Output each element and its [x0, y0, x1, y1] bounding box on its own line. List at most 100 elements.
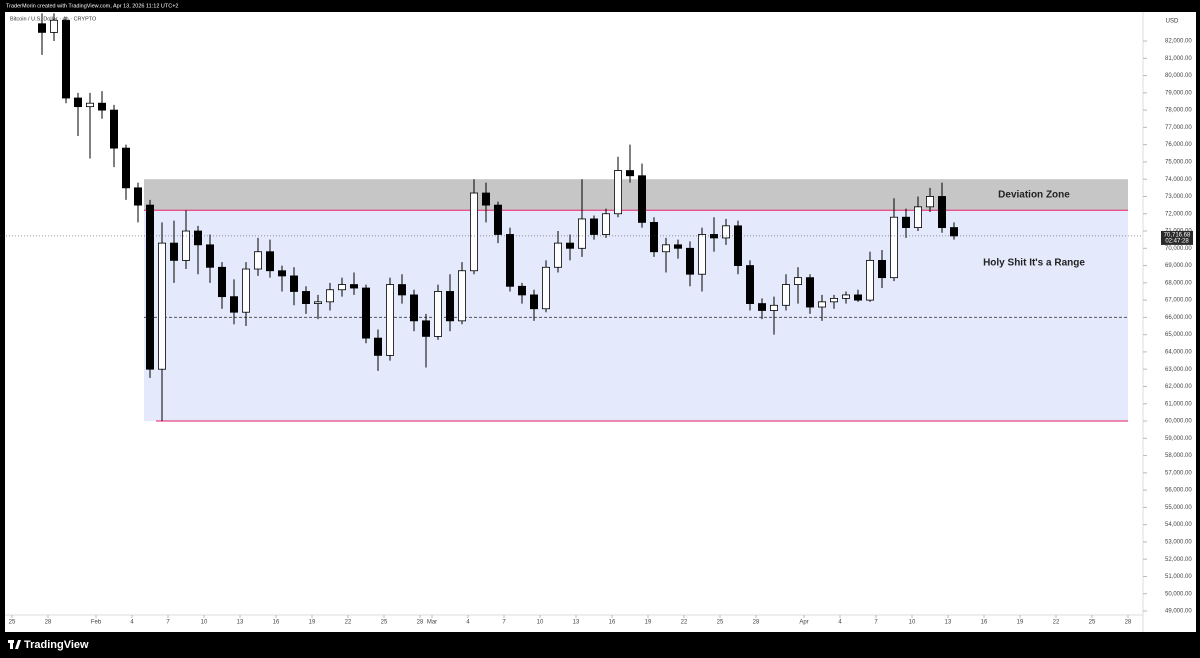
- x-tick-label: 13: [573, 620, 580, 626]
- y-tick-label: 55,000.00: [1165, 505, 1192, 511]
- y-tick-label: 54,000.00: [1165, 522, 1192, 528]
- y-tick-label: 67,000.00: [1165, 298, 1192, 304]
- currency: USD: [1166, 19, 1179, 25]
- x-tick-label: 22: [681, 620, 688, 626]
- x-tick-label: 25: [717, 620, 724, 626]
- candle-body: [518, 285, 527, 296]
- y-tick-label: 69,000.00: [1165, 263, 1192, 269]
- candle-body: [902, 216, 911, 228]
- candle-body: [110, 109, 119, 149]
- candle-body: [98, 102, 107, 111]
- logo-shape: [15, 640, 21, 649]
- x-tick-label: 7: [502, 620, 506, 626]
- x-tick-label: 22: [345, 620, 352, 626]
- candle-body: [181, 230, 190, 261]
- x-tick-label: 10: [909, 620, 916, 626]
- y-tick-label: 56,000.00: [1165, 488, 1192, 494]
- candle-body: [722, 225, 731, 239]
- y-tick-label: 82,000.00: [1165, 39, 1192, 45]
- y-tick-label: 58,000.00: [1165, 453, 1192, 459]
- y-tick-label: 62,000.00: [1165, 384, 1192, 390]
- x-tick-label: Mar: [427, 620, 437, 626]
- y-tick-label: 51,000.00: [1165, 574, 1192, 580]
- x-tick-label: 10: [201, 620, 208, 626]
- candle-body: [301, 291, 310, 304]
- candle-body: [133, 187, 142, 206]
- candle-body: [842, 294, 851, 299]
- x-tick-label: 4: [838, 620, 842, 626]
- y-tick-label: 78,000.00: [1165, 108, 1192, 114]
- candle-body: [926, 196, 935, 208]
- y-tick-label: 49,000.00: [1165, 609, 1192, 615]
- candle-body: [409, 294, 418, 322]
- x-tick-label: 16: [273, 620, 280, 626]
- x-tick-label: 4: [466, 620, 470, 626]
- tradingview-logo: TradingView: [8, 639, 89, 651]
- x-tick-label: Feb: [91, 620, 102, 626]
- candle-body: [746, 265, 755, 304]
- candle-body: [806, 277, 815, 308]
- candle-body: [650, 221, 659, 253]
- last-price-tag: [1161, 230, 1193, 245]
- candle-body: [818, 301, 827, 308]
- y-tick-label: 66,000.00: [1165, 315, 1192, 321]
- candle-body: [217, 266, 226, 298]
- y-tick-label: 61,000.00: [1165, 401, 1192, 407]
- candle-body: [74, 97, 83, 108]
- zone: [144, 210, 1128, 422]
- x-tick-label: 4: [130, 620, 134, 626]
- y-tick-label: 81,000.00: [1165, 56, 1192, 62]
- candle-body: [614, 170, 623, 215]
- candle-body: [878, 259, 887, 279]
- x-tick-label: 16: [981, 620, 988, 626]
- x-tick-label: 7: [874, 620, 878, 626]
- candle-body: [698, 234, 707, 275]
- candle-body: [229, 296, 238, 313]
- candle-body: [265, 251, 274, 272]
- y-tick-label: 76,000.00: [1165, 142, 1192, 148]
- x-tick-label: 7: [166, 620, 170, 626]
- candle-body: [686, 247, 695, 275]
- candle-body: [854, 294, 863, 301]
- candle-body: [662, 244, 671, 253]
- y-tick-label: 65,000.00: [1165, 332, 1192, 338]
- candle-body: [38, 23, 47, 33]
- x-tick-label: 25: [9, 620, 16, 626]
- candle-body: [866, 259, 875, 301]
- y-tick-label: 53,000.00: [1165, 540, 1192, 546]
- y-tick-label: 80,000.00: [1165, 73, 1192, 79]
- candle-body: [674, 244, 683, 249]
- x-tick-label: 28: [45, 620, 52, 626]
- y-tick-label: 75,000.00: [1165, 160, 1192, 166]
- x-tick-label: 25: [381, 620, 388, 626]
- candle-body: [445, 291, 454, 322]
- y-tick-label: 77,000.00: [1165, 125, 1192, 131]
- candle-body: [169, 242, 178, 261]
- countdown: 02:47:28: [1165, 238, 1189, 244]
- y-tick-label: 59,000.00: [1165, 436, 1192, 442]
- y-tick-label: 63,000.00: [1165, 367, 1192, 373]
- x-tick-label: 28: [1125, 620, 1132, 626]
- candle-body: [145, 204, 154, 370]
- candle-body: [938, 196, 947, 228]
- candle-body: [373, 337, 382, 356]
- header: TraderMorin created with TradingView.com…: [6, 3, 178, 9]
- plot: [0, 13, 1143, 422]
- x-tick-label: 19: [309, 620, 316, 626]
- footer-brand: TradingView: [24, 639, 89, 651]
- candle-body: [193, 230, 202, 246]
- candle-body: [493, 204, 502, 235]
- candle-body: [361, 287, 370, 339]
- x-tick-label: 28: [417, 620, 424, 626]
- candle-body: [349, 284, 358, 289]
- zone-label: Holy Shit It's a Range: [983, 258, 1085, 269]
- y-tick-label: 70,000.00: [1165, 246, 1192, 252]
- candle-body: [385, 284, 394, 356]
- candle-body: [337, 284, 346, 291]
- candle-body: [638, 175, 647, 223]
- candle-body: [505, 234, 514, 287]
- x-tick-label: 19: [645, 620, 652, 626]
- candle-body: [205, 244, 214, 268]
- x-tick-label: 13: [237, 620, 244, 626]
- candle-body: [578, 218, 587, 249]
